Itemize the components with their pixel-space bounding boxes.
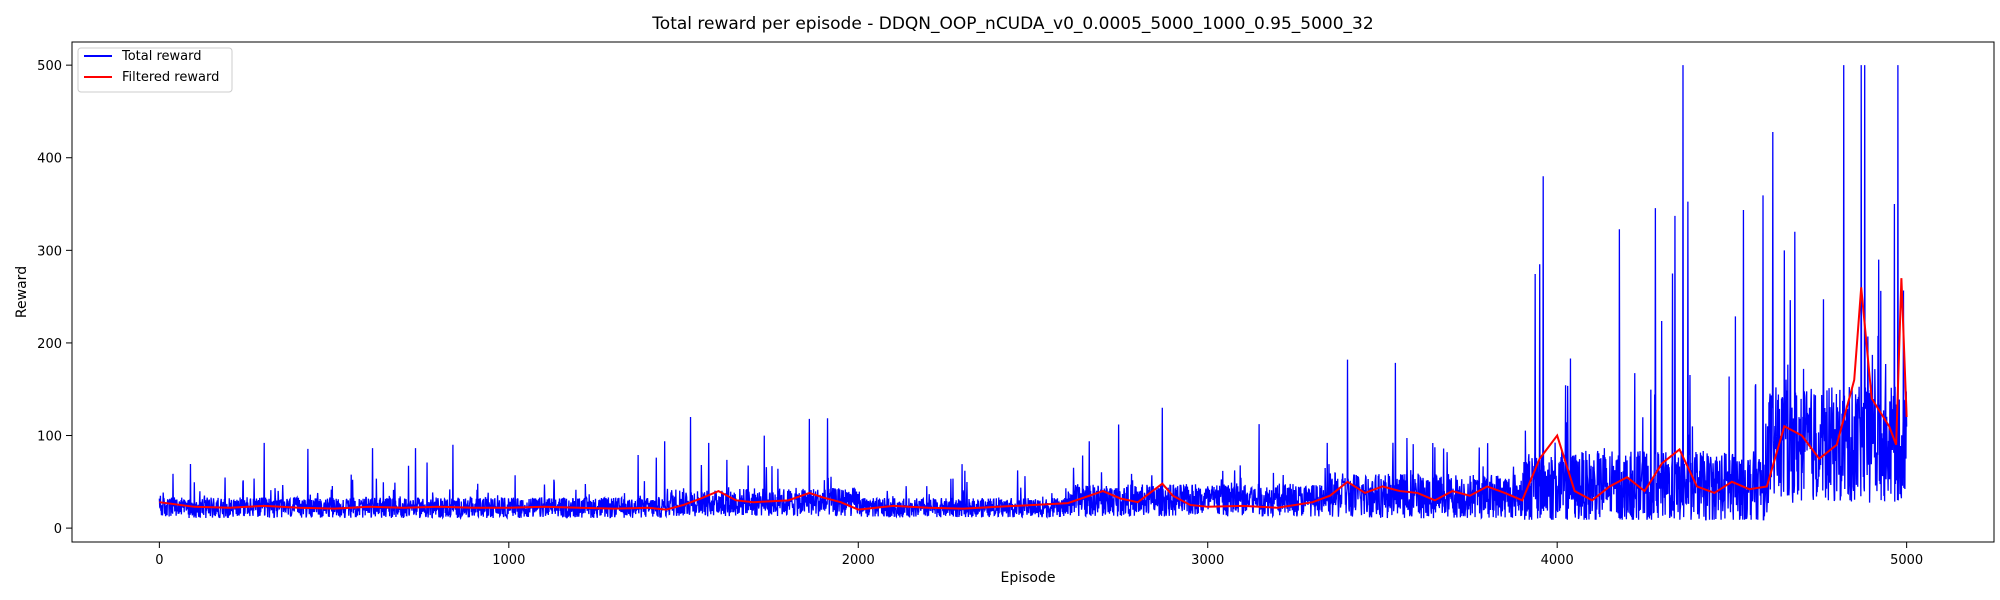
legend-entry-filtered: Filtered reward: [122, 70, 219, 85]
x-tick-label: 2000: [842, 553, 875, 568]
total-reward-line: [158, 65, 1908, 521]
x-axis-ticks: 0 1000 2000 3000 4000 5000: [155, 542, 1923, 568]
y-tick-label: 400: [37, 152, 62, 167]
filtered-reward-series: [159, 278, 1908, 511]
y-axis-label: Reward: [14, 266, 30, 318]
plot-frame: [71, 41, 1995, 543]
y-tick-label: 300: [37, 244, 62, 259]
total-reward-series: [158, 65, 1908, 521]
legend-box: [77, 47, 233, 93]
x-tick-label: 4000: [1541, 553, 1574, 568]
x-tick-label: 0: [155, 553, 163, 568]
x-axis-label: Episode: [1001, 570, 1056, 586]
y-tick-label: 0: [54, 522, 62, 537]
y-tick-label: 500: [37, 59, 62, 74]
x-tick-label: 1000: [492, 553, 525, 568]
chart-title: Total reward per episode - DDQN_OOP_nCUD…: [651, 14, 1373, 34]
legend: Total reward Filtered reward: [77, 47, 233, 93]
plot-area: [158, 65, 1908, 521]
x-tick-label: 3000: [1191, 553, 1224, 568]
y-axis-ticks: 0 100 200 300 400 500: [37, 59, 72, 537]
legend-entry-total: Total reward: [121, 49, 202, 64]
x-tick-label: 5000: [1890, 553, 1923, 568]
filtered-reward-line: [159, 278, 1908, 511]
y-tick-label: 100: [37, 430, 62, 445]
y-tick-label: 200: [37, 337, 62, 352]
